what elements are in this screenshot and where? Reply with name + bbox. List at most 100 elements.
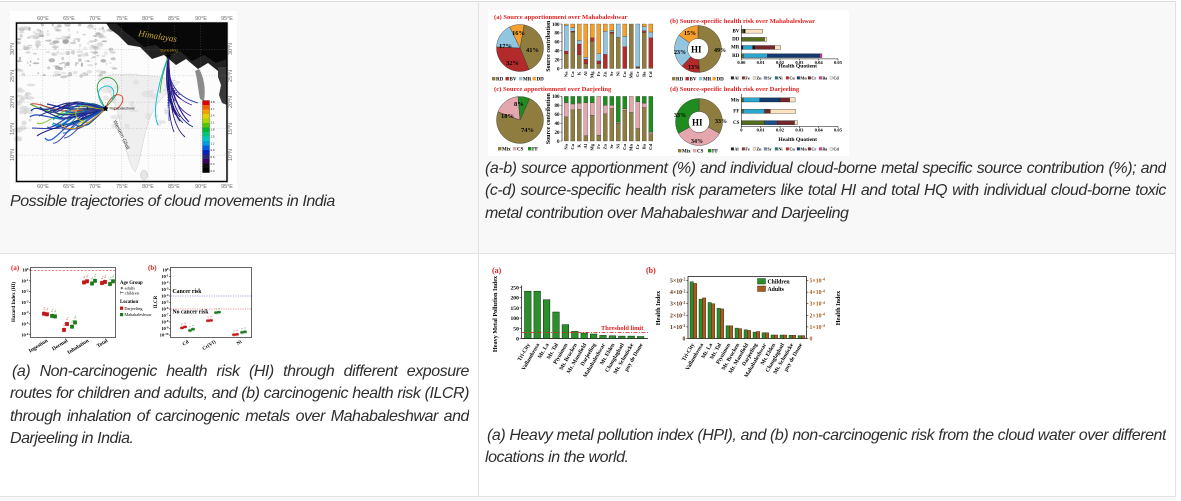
svg-text:60: 60 xyxy=(555,41,561,46)
svg-text:Cd: Cd xyxy=(648,144,653,150)
svg-text:50: 50 xyxy=(513,326,519,332)
svg-text:0.00: 0.00 xyxy=(737,60,746,65)
svg-text:Mn: Mn xyxy=(800,75,807,80)
svg-text:70°E: 70°E xyxy=(89,16,101,22)
svg-text:70°E: 70°E xyxy=(89,184,101,190)
svg-text:BV: BV xyxy=(732,29,739,34)
svg-text:Zn: Zn xyxy=(756,146,762,151)
svg-text:Health Quotient: Health Quotient xyxy=(778,137,817,143)
svg-text:0.02: 0.02 xyxy=(776,60,785,65)
svg-text:Children: Children xyxy=(768,280,791,286)
svg-text:4×10-2: 4×10-2 xyxy=(670,288,685,296)
svg-text:Al: Al xyxy=(734,75,739,80)
svg-text:0.03: 0.03 xyxy=(795,128,804,133)
svg-text:MR: MR xyxy=(703,78,712,83)
svg-text:Zn: Zn xyxy=(602,71,607,77)
svg-text:Adults: Adults xyxy=(768,287,785,293)
svg-text:MR: MR xyxy=(731,46,740,51)
svg-text:20: 20 xyxy=(555,58,561,63)
svg-text:10°N: 10°N xyxy=(228,149,234,161)
svg-text:250: 250 xyxy=(511,286,520,292)
svg-text:Cr: Cr xyxy=(635,72,640,77)
svg-text:DD: DD xyxy=(537,78,545,83)
svg-text:0.02: 0.02 xyxy=(776,128,785,133)
svg-text:⊢ children: ⊢ children xyxy=(120,291,140,296)
svg-text:Fe: Fe xyxy=(596,72,601,77)
svg-text:Inhalation: Inhalation xyxy=(67,338,91,356)
svg-text:(a): (a) xyxy=(11,264,20,272)
svg-text:K: K xyxy=(576,71,581,75)
svg-text:Fe: Fe xyxy=(745,75,750,80)
svg-text:74%: 74% xyxy=(521,127,534,134)
svg-text:DD: DD xyxy=(732,38,740,43)
svg-text:0: 0 xyxy=(810,337,813,343)
svg-text:100: 100 xyxy=(552,23,560,28)
svg-text:10-3: 10-3 xyxy=(21,299,29,305)
svg-text:(b): (b) xyxy=(148,264,157,272)
svg-text:0: 0 xyxy=(557,140,560,145)
svg-text:100: 100 xyxy=(162,267,169,273)
svg-text:0.3: 0.3 xyxy=(211,162,215,166)
svg-text:CS: CS xyxy=(697,150,704,155)
svg-text:Mix: Mix xyxy=(682,150,691,155)
svg-text:Ba: Ba xyxy=(822,146,828,151)
svg-text:HI: HI xyxy=(692,118,703,128)
svg-text:49%: 49% xyxy=(714,48,726,54)
svg-text:Threshold limit: Threshold limit xyxy=(601,325,644,332)
svg-text:0.05: 0.05 xyxy=(834,60,843,65)
svg-text:Darjeeling: Darjeeling xyxy=(124,306,143,311)
svg-text:Zn: Zn xyxy=(756,75,762,80)
svg-text:Mg: Mg xyxy=(589,143,594,150)
svg-text:Sr: Sr xyxy=(609,144,614,149)
svg-text:Mix: Mix xyxy=(502,148,511,153)
svg-text:30°N: 30°N xyxy=(228,43,234,55)
svg-text:Cu: Cu xyxy=(789,146,795,151)
svg-text:Cancer risk: Cancer risk xyxy=(173,289,203,295)
svg-text:65°E: 65°E xyxy=(63,184,75,190)
svg-text:Cu: Cu xyxy=(789,75,795,80)
svg-text:95°E: 95°E xyxy=(221,184,233,190)
svg-text:95°E: 95°E xyxy=(221,16,233,22)
svg-text:8%: 8% xyxy=(514,101,524,108)
svg-text:25°N: 25°N xyxy=(228,70,234,82)
svg-text:RD: RD xyxy=(676,78,684,83)
svg-text:1.8: 1.8 xyxy=(211,128,215,132)
svg-text:10-7: 10-7 xyxy=(161,313,169,319)
svg-text:RD: RD xyxy=(496,78,504,83)
svg-text:1×10-4: 1×10-4 xyxy=(810,323,825,331)
svg-text:10-5: 10-5 xyxy=(21,321,29,327)
svg-text:Fe: Fe xyxy=(596,144,601,149)
svg-text:15°N: 15°N xyxy=(10,123,16,135)
svg-text:15%: 15% xyxy=(684,31,696,37)
svg-text:10-2: 10-2 xyxy=(21,289,29,295)
svg-text:Cr(VI): Cr(VI) xyxy=(202,340,217,352)
svg-text:5×10-4: 5×10-4 xyxy=(810,277,825,285)
svg-text:150: 150 xyxy=(511,306,520,312)
svg-text:Ni: Ni xyxy=(778,75,783,80)
svg-text:30°N: 30°N xyxy=(10,43,16,55)
svg-text:DD: DD xyxy=(717,78,725,83)
svg-text:Health Index: Health Index xyxy=(835,290,842,325)
svg-text:Heavy Metal Pollution Index: Heavy Metal Pollution Index xyxy=(492,275,499,352)
svg-text:90°E: 90°E xyxy=(195,16,207,22)
svg-text:2.4: 2.4 xyxy=(211,114,215,118)
svg-text:Sr: Sr xyxy=(767,146,771,151)
svg-text:Ni: Ni xyxy=(236,340,243,347)
svg-text:34%: 34% xyxy=(691,139,703,145)
svg-text:No cancer risk: No cancer risk xyxy=(173,310,210,316)
svg-text:40: 40 xyxy=(555,122,561,127)
svg-text:200: 200 xyxy=(511,296,520,302)
svg-text:Sr: Sr xyxy=(609,72,614,77)
svg-text:10-5: 10-5 xyxy=(161,300,169,306)
svg-text:Al: Al xyxy=(583,143,588,148)
svg-text:Mg: Mg xyxy=(589,71,594,78)
svg-text:3.7: 3.7 xyxy=(211,107,215,111)
svg-text:BV: BV xyxy=(510,78,517,83)
svg-text:Mn: Mn xyxy=(800,146,807,151)
svg-text:Mn: Mn xyxy=(628,71,633,78)
svg-text:20: 20 xyxy=(555,131,561,136)
svg-text:Al: Al xyxy=(583,71,588,76)
svg-text:10-1: 10-1 xyxy=(21,278,29,284)
svg-text:Mn: Mn xyxy=(628,144,633,151)
svg-text:Age Group: Age Group xyxy=(120,281,143,286)
